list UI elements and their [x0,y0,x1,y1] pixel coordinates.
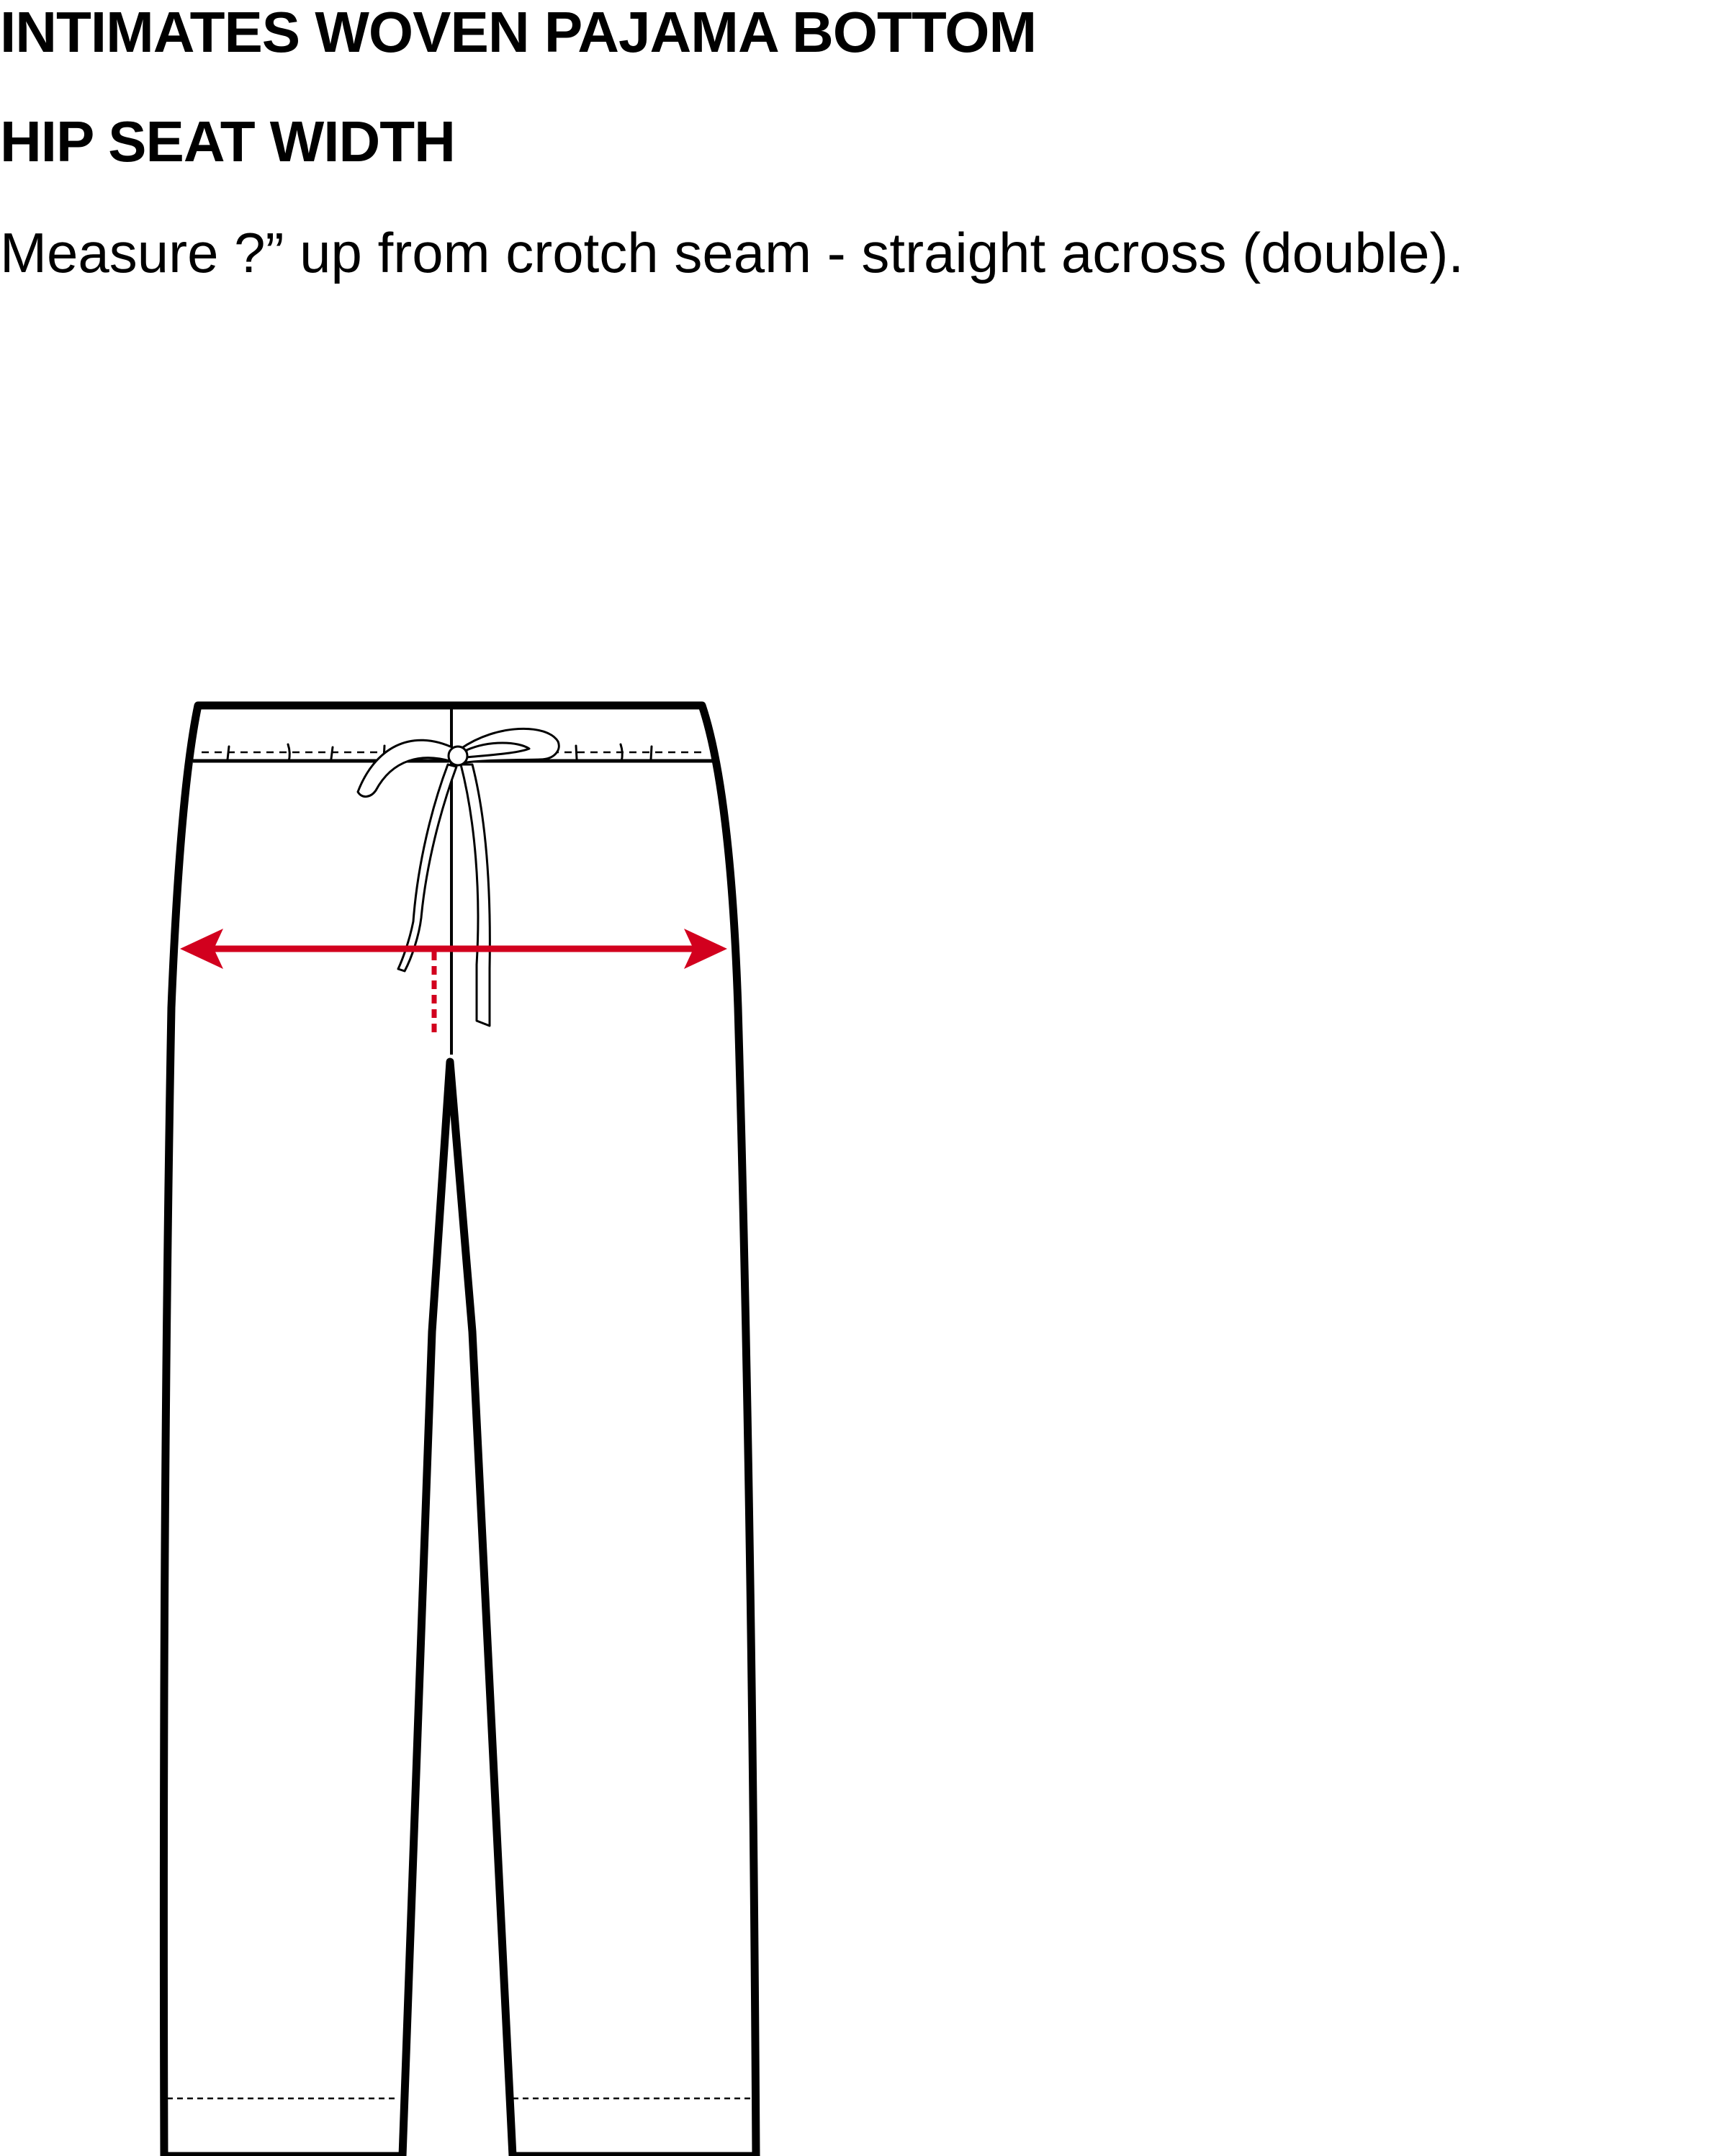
measurement-name: HIP SEAT WIDTH [0,109,456,173]
pants-outline [159,701,760,2156]
hip-seat-measure-line [180,929,727,1037]
arrowhead-left [180,929,223,969]
measurement-instruction: Measure ?” up from crotch seam - straigh… [0,221,1464,284]
page-title: INTIMATES WOVEN PAJAMA BOTTOM [0,0,1037,64]
drawstring-icon [356,727,560,1027]
shirring-marks [226,743,653,763]
arrowhead-right [684,929,727,969]
